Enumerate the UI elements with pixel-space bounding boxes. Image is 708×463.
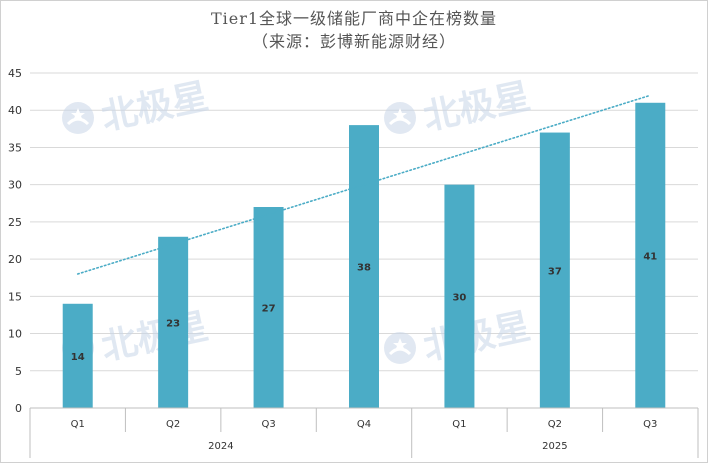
polaris-star-logo-icon: [62, 102, 94, 134]
watermark: 北极星: [384, 76, 534, 139]
data-label: 30: [452, 292, 466, 303]
x-tick-label: Q3: [643, 419, 657, 430]
bar: [349, 125, 379, 408]
bar: [253, 207, 284, 408]
y-tick-label: 0: [15, 402, 22, 415]
bar: [62, 303, 93, 408]
watermark-text: 北极星: [98, 306, 212, 369]
watermark-icon-arc: [66, 117, 90, 126]
watermark-icon-star: [393, 108, 407, 121]
watermark-text: 北极星: [420, 76, 534, 139]
bar: [635, 102, 666, 409]
y-tick-label: 15: [8, 290, 22, 303]
x-tick-label: Q2: [166, 419, 180, 430]
x-tick-label: Q1: [71, 419, 85, 430]
x-tick-label: Q2: [548, 419, 562, 430]
data-label: 38: [357, 263, 371, 274]
trendline-layer: [76, 94, 652, 275]
x-tick-label: Q1: [452, 419, 466, 430]
y-tick-label: 40: [8, 104, 22, 117]
y-tick-label: 25: [8, 216, 22, 229]
watermark-icon-arc: [388, 117, 412, 126]
data-label: 23: [166, 318, 180, 329]
data-label: 37: [548, 266, 562, 277]
data-label: 14: [71, 352, 85, 363]
y-tick-label: 20: [8, 253, 22, 266]
data-labels: 14 23 27 38 30 37 41: [71, 251, 658, 363]
y-tick-label: 10: [8, 328, 22, 341]
group-label: 2025: [542, 441, 567, 452]
watermark-icon-arc: [388, 347, 412, 356]
data-label: 27: [262, 304, 276, 315]
chart-subtitle: （来源：彭博新能源财经）: [251, 32, 456, 51]
y-tick-label: 35: [8, 141, 22, 154]
watermark: 北极星: [62, 76, 212, 139]
y-tick-label: 5: [15, 365, 22, 378]
watermark-text: 北极星: [420, 306, 534, 369]
chart-title-block: Tier1全球一级储能厂商中企在榜数量 （来源：彭博新能源财经）: [0, 7, 708, 53]
y-tick-label: 45: [8, 67, 22, 80]
watermark-icon-star: [71, 108, 85, 121]
x-tick-label: Q3: [261, 419, 275, 430]
y-tick-label: 30: [8, 179, 22, 192]
bar: [158, 236, 189, 408]
trendline: [76, 94, 652, 275]
watermark-text: 北极星: [98, 76, 212, 139]
bar: [539, 132, 570, 409]
bar-series: [62, 102, 666, 409]
chart-title: Tier1全球一级储能厂商中企在榜数量: [210, 9, 498, 28]
polaris-star-logo-icon: [384, 102, 416, 134]
group-label: 2024: [208, 441, 233, 452]
watermark-icon-star: [393, 338, 407, 351]
x-tick-label: Q4: [357, 419, 371, 430]
polaris-star-logo-icon: [384, 332, 416, 364]
data-label: 41: [643, 251, 657, 262]
bar: [444, 184, 475, 408]
